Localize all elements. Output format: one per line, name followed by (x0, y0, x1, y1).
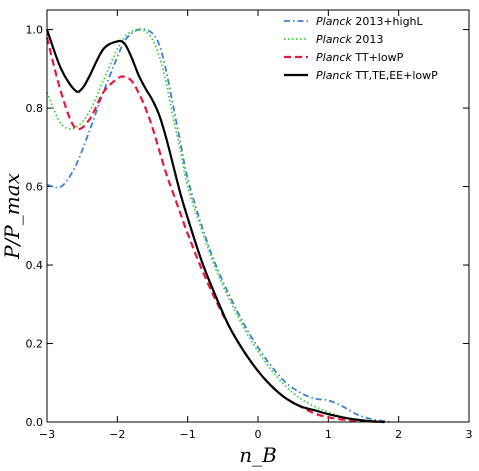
x-tick-label: −3 (39, 428, 55, 441)
y-axis-label-main: P/P_max (0, 173, 24, 260)
series-line-2 (45, 37, 385, 424)
x-tick-label: 2 (395, 428, 402, 441)
line-layer (45, 28, 392, 424)
legend-label-em: Planck (316, 69, 352, 82)
x-axis-label: n_B (239, 443, 277, 467)
y-tick-label: 1.0 (26, 24, 44, 37)
legend-label-1: Planck 2013 (316, 33, 383, 46)
series-line-3 (45, 29, 385, 424)
legend-label-2: Planck TT+lowP (316, 51, 404, 64)
legend-label-em: Planck (316, 51, 352, 64)
x-tick-label: −2 (109, 428, 125, 441)
y-tick-label: 0.0 (26, 416, 44, 429)
y-tick-label: 0.8 (26, 102, 44, 115)
series-line-0 (46, 28, 392, 423)
x-tick-label: 1 (325, 428, 332, 441)
legend-label-rest: TT,TE,EE+lowP (352, 69, 438, 82)
y-tick-label: 0.4 (26, 259, 44, 272)
tick-layer: −3 −2 −1 0 1 2 3 0.0 0.2 0.4 0.6 0.8 1.0 (26, 10, 473, 441)
x-tick-label: 3 (466, 428, 473, 441)
y-tick-label: 0.2 (26, 338, 44, 351)
x-axis-label-main: n_B (239, 443, 277, 467)
x-tick-label: −1 (180, 428, 196, 441)
legend-label-rest: 2013 (352, 33, 384, 46)
y-tick-label: 0.6 (26, 181, 44, 194)
x-tick-label: 0 (255, 428, 262, 441)
legend-label-em: Planck (316, 15, 352, 28)
legend-label-rest: 2013+highL (352, 15, 424, 28)
legend-label-0: Planck 2013+highL (316, 15, 424, 28)
legend-label-3: Planck TT,TE,EE+lowP (316, 69, 438, 82)
y-axis-label: P/P_max (0, 173, 24, 260)
legend-label-em: Planck (316, 33, 352, 46)
series-line-1 (46, 28, 385, 423)
legend-label-rest: TT+lowP (352, 51, 404, 64)
plot-frame (46, 9, 470, 423)
